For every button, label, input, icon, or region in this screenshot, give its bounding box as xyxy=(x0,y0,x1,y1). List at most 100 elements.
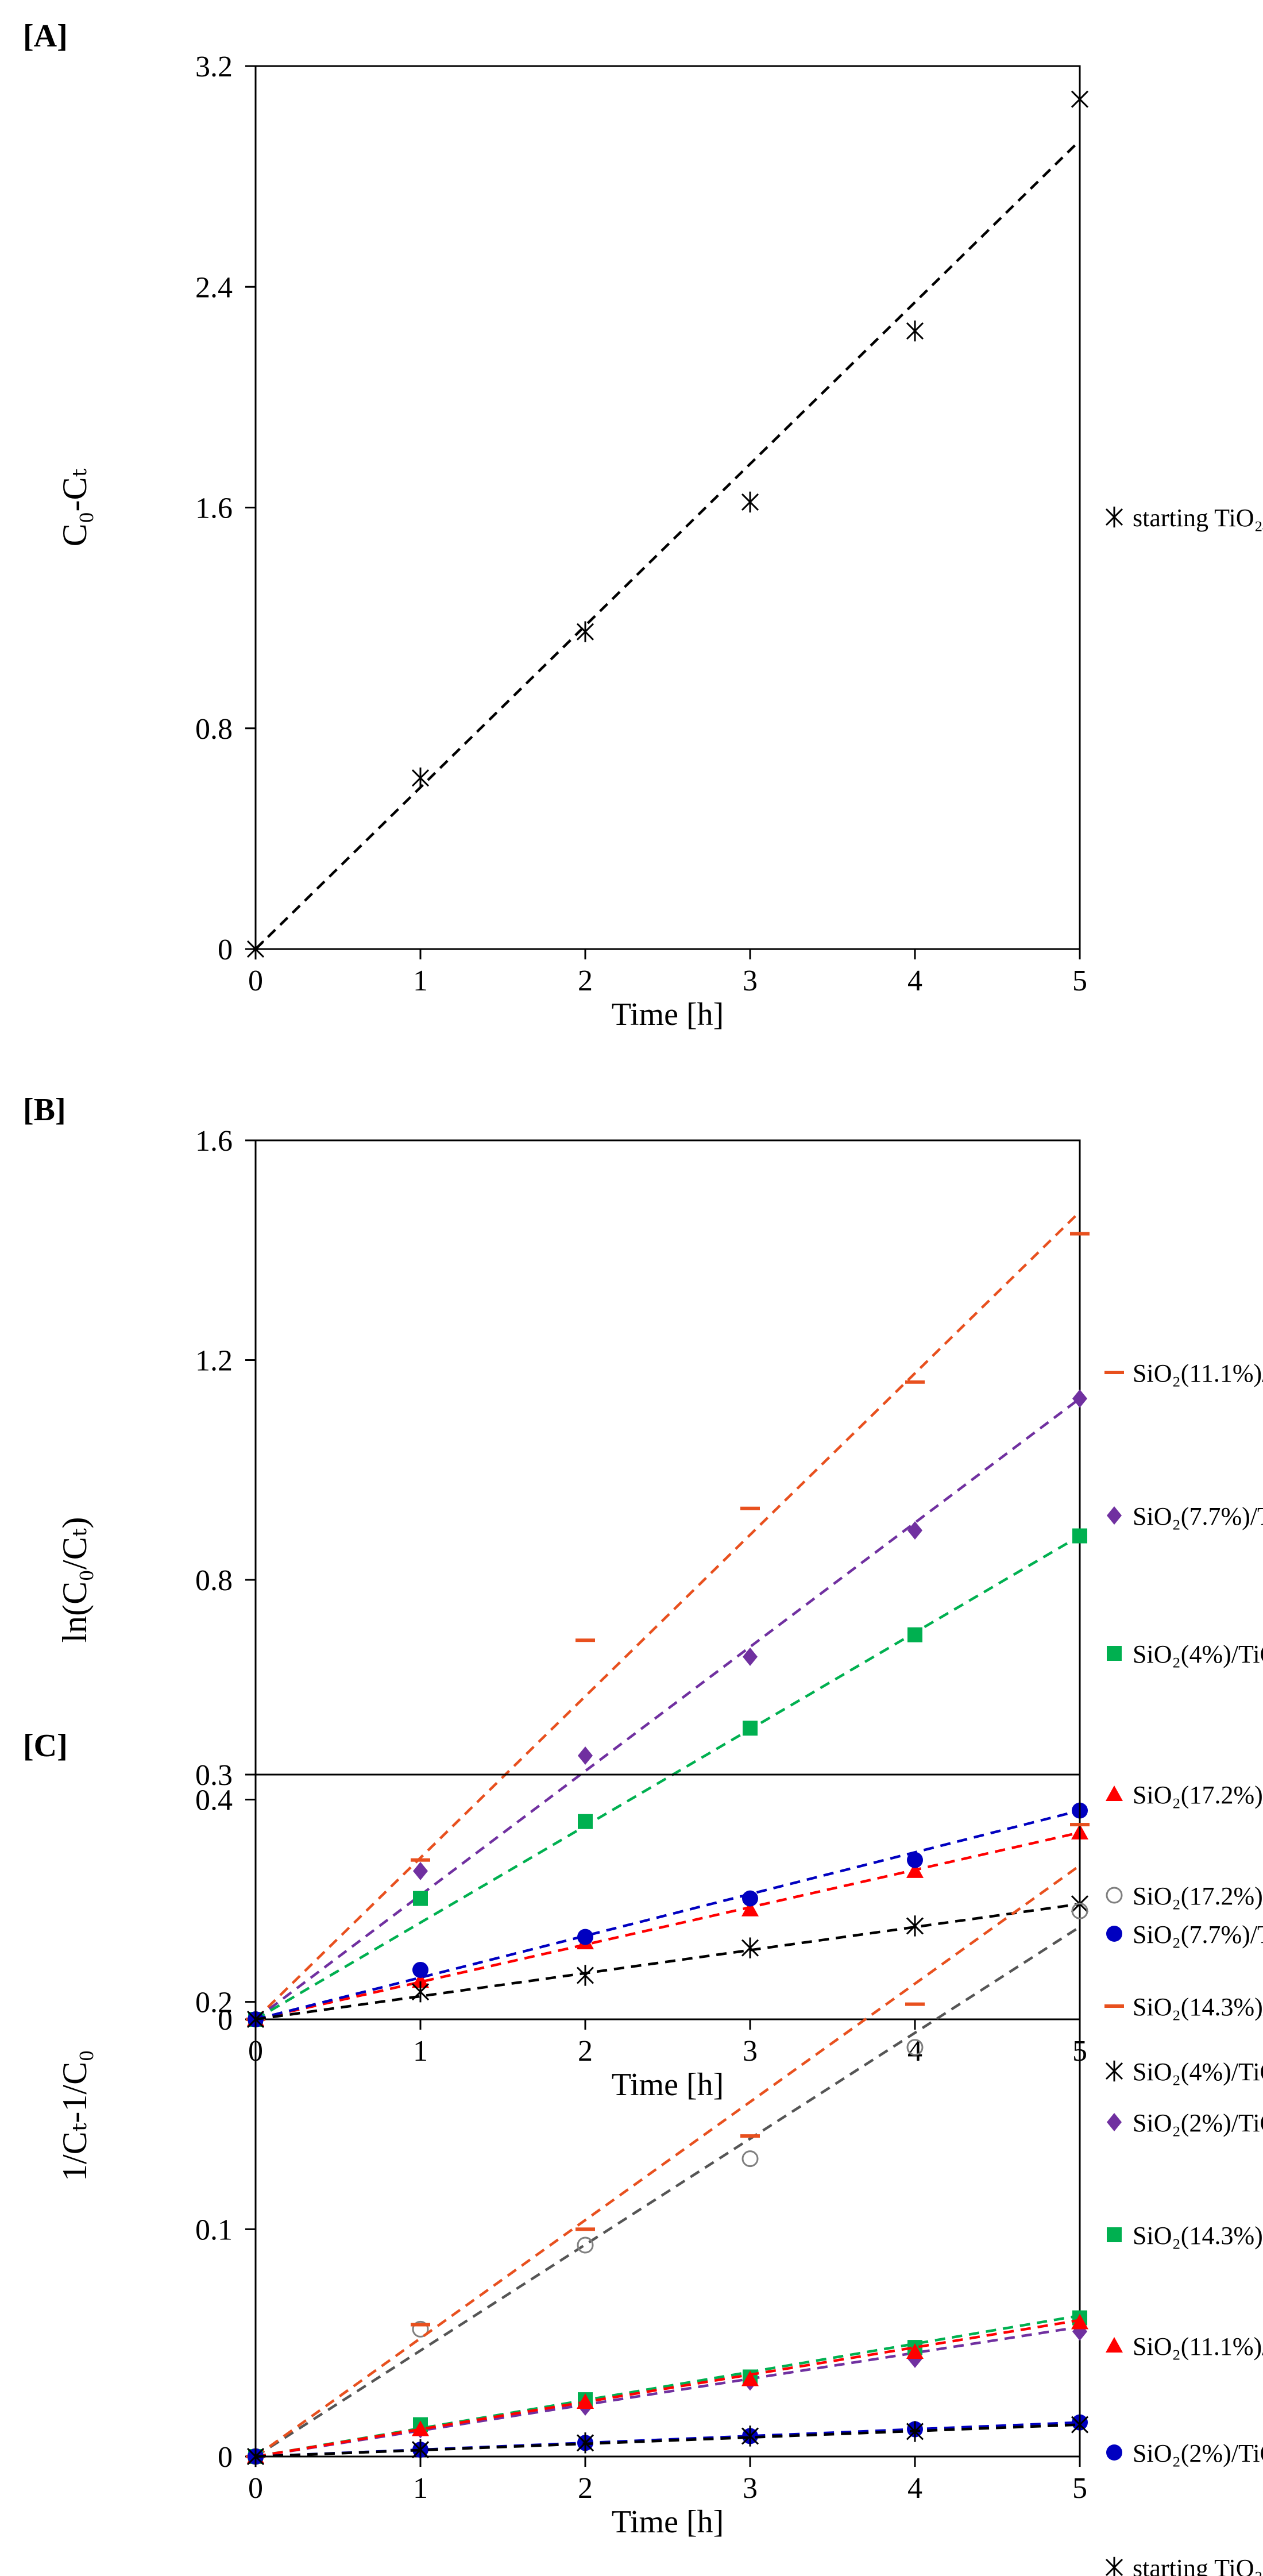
legend-entry: SiO₂(7.7%)/TiO₂ xyxy=(1106,1921,1263,1949)
legend-marker xyxy=(1104,2004,1124,2008)
y-tick-label: 1.6 xyxy=(195,492,233,525)
plot-frame xyxy=(254,65,1081,950)
data-point xyxy=(905,2002,925,2006)
trend-line xyxy=(254,1210,1081,2020)
trend-line xyxy=(255,2319,1080,2458)
x-tick-label: 5 xyxy=(1072,2472,1087,2505)
data-point xyxy=(412,1961,428,1978)
data-point xyxy=(413,1891,428,1906)
legend-label: SiO₂(2%)/TiO₂_400 xyxy=(1133,2109,1263,2137)
data-point xyxy=(907,1521,922,1540)
data-point xyxy=(578,1814,593,1829)
y-tick-label: 0.4 xyxy=(195,1784,233,1817)
legend-entry: SiO₂(17.2%)/TiO₂ xyxy=(1106,1781,1263,1809)
series-1 xyxy=(247,1902,1088,2465)
data-point xyxy=(412,1972,429,1988)
data-point xyxy=(577,1929,593,1945)
data-point xyxy=(246,938,265,960)
data-point xyxy=(906,1915,924,1937)
data-point xyxy=(906,2421,924,2442)
y-tick-label: 0.2 xyxy=(195,1987,233,2019)
legend-entry: SiO₂(11.1%)/TiO₂ xyxy=(1106,2332,1263,2361)
data-point xyxy=(741,1937,759,1958)
data-point xyxy=(741,491,759,513)
series-1 xyxy=(246,88,1089,960)
legend-marker xyxy=(1107,1506,1122,1525)
data-point xyxy=(741,2370,759,2386)
series-2 xyxy=(248,1389,1087,2029)
data-point xyxy=(576,1638,595,1642)
x-tick-label: 4 xyxy=(907,2472,922,2505)
y-tick-label: 0.8 xyxy=(195,1564,233,1597)
data-point xyxy=(741,2425,759,2447)
panel-label: [C] xyxy=(23,1728,68,1764)
data-point xyxy=(906,2039,924,2056)
data-point xyxy=(906,320,924,342)
legend-entry: SiO₂(17.2%)/TiO₂_400 xyxy=(1106,1882,1263,1910)
x-tick-label: 3 xyxy=(743,2035,758,2068)
legend-marker xyxy=(1106,2444,1122,2461)
data-point xyxy=(1071,1902,1088,1919)
series-3 xyxy=(248,2322,1087,2466)
chart-panel-3: [C] 0 1 2 3 4 5 0 0.1 0.2 0.3 Time [h] 1/Cₜ-1/C₀ SiO₂… xyxy=(23,1728,1263,2576)
x-tick-label: 0 xyxy=(248,2472,263,2505)
x-axis-title: Time [h] xyxy=(612,997,724,1032)
series-2 xyxy=(246,1823,1090,2458)
data-point xyxy=(576,1965,594,1986)
x-tick-label: 3 xyxy=(743,2472,758,2505)
data-point xyxy=(576,2432,594,2454)
legend-entry: starting TiO₂ xyxy=(1105,2554,1263,2576)
legend-label: SiO₂(11.1%)/TiO₂ xyxy=(1133,2332,1263,2361)
y-tick-label: 0.8 xyxy=(195,713,233,746)
y-axis-title: 1/Cₜ-1/C₀ xyxy=(56,2050,94,2181)
x-tick-label: 2 xyxy=(578,2035,593,2068)
panel-label: [A] xyxy=(23,18,68,54)
legend-label: SiO₂(4%)/TiO₂_400 xyxy=(1133,1640,1263,1668)
data-point xyxy=(907,1627,922,1642)
y-tick-label: 1.6 xyxy=(195,1125,233,1158)
trend-line xyxy=(255,1831,1080,2021)
plot-frame xyxy=(254,1773,1081,2458)
data-point xyxy=(741,1900,759,1916)
legend-marker xyxy=(1106,1887,1123,1904)
legend-label: starting TiO₂_400 xyxy=(1133,504,1263,532)
legend-marker xyxy=(1107,1646,1122,1661)
data-point xyxy=(246,2446,265,2467)
data-point xyxy=(742,1890,758,1907)
data-point xyxy=(411,2439,430,2461)
legend-label: SiO₂(2%)/TiO₂ xyxy=(1133,2439,1263,2467)
legend-marker xyxy=(1105,2556,1123,2576)
legend-label: SiO₂(14.3%)/TiO₂_400 xyxy=(1133,1993,1263,2021)
legend-label: SiO₂(14.3%)/TiO₂ xyxy=(1133,2222,1263,2250)
x-tick-label: 1 xyxy=(413,965,428,997)
legend-entry: SiO₂(11.1%)/TiO₂_400 xyxy=(1104,1359,1263,1387)
y-tick-label: 1.2 xyxy=(195,1345,233,1378)
data-point xyxy=(743,1647,758,1666)
data-point xyxy=(413,1861,428,1880)
x-tick-label: 1 xyxy=(413,2035,428,2068)
data-point xyxy=(1072,1528,1087,1544)
legend-entry: SiO₂(2%)/TiO₂_400 xyxy=(1107,2109,1263,2137)
data-point xyxy=(412,2420,429,2436)
legend-entry: SiO₂(4%)/TiO₂_400 xyxy=(1107,1640,1263,1668)
data-point xyxy=(411,1981,430,2003)
legend-entry: SiO₂(4%)/TiO₂ xyxy=(1105,2058,1263,2086)
data-point xyxy=(741,2150,759,2168)
series-6 xyxy=(246,1893,1089,2030)
legend-marker xyxy=(1105,2060,1123,2082)
y-axis-title: ln(C₀/Cₜ) xyxy=(56,1517,94,1642)
legend-marker xyxy=(1107,2113,1122,2131)
trend-line xyxy=(255,1902,1080,2021)
legend-label: SiO₂(7.7%)/TiO₂ xyxy=(1133,1921,1263,1949)
data-point xyxy=(576,2227,595,2231)
y-tick-label: 0.3 xyxy=(195,1759,233,1792)
legend-marker xyxy=(1106,1926,1122,1942)
plot-frame xyxy=(254,1139,1081,2020)
legend-marker xyxy=(1104,1371,1124,1374)
data-point xyxy=(1070,1823,1090,1827)
x-tick-label: 4 xyxy=(907,965,922,997)
trend-line xyxy=(254,1534,1081,2020)
x-tick-label: 1 xyxy=(413,2472,428,2505)
chart-panel-1: [A] 0 1 2 3 4 5 0 0.8 1.6 2.4 3.2 Time [h] C₀-Cₜ start… xyxy=(23,18,1263,1032)
legend-label: SiO₂(17.2%)/TiO₂_400 xyxy=(1133,1882,1263,1910)
